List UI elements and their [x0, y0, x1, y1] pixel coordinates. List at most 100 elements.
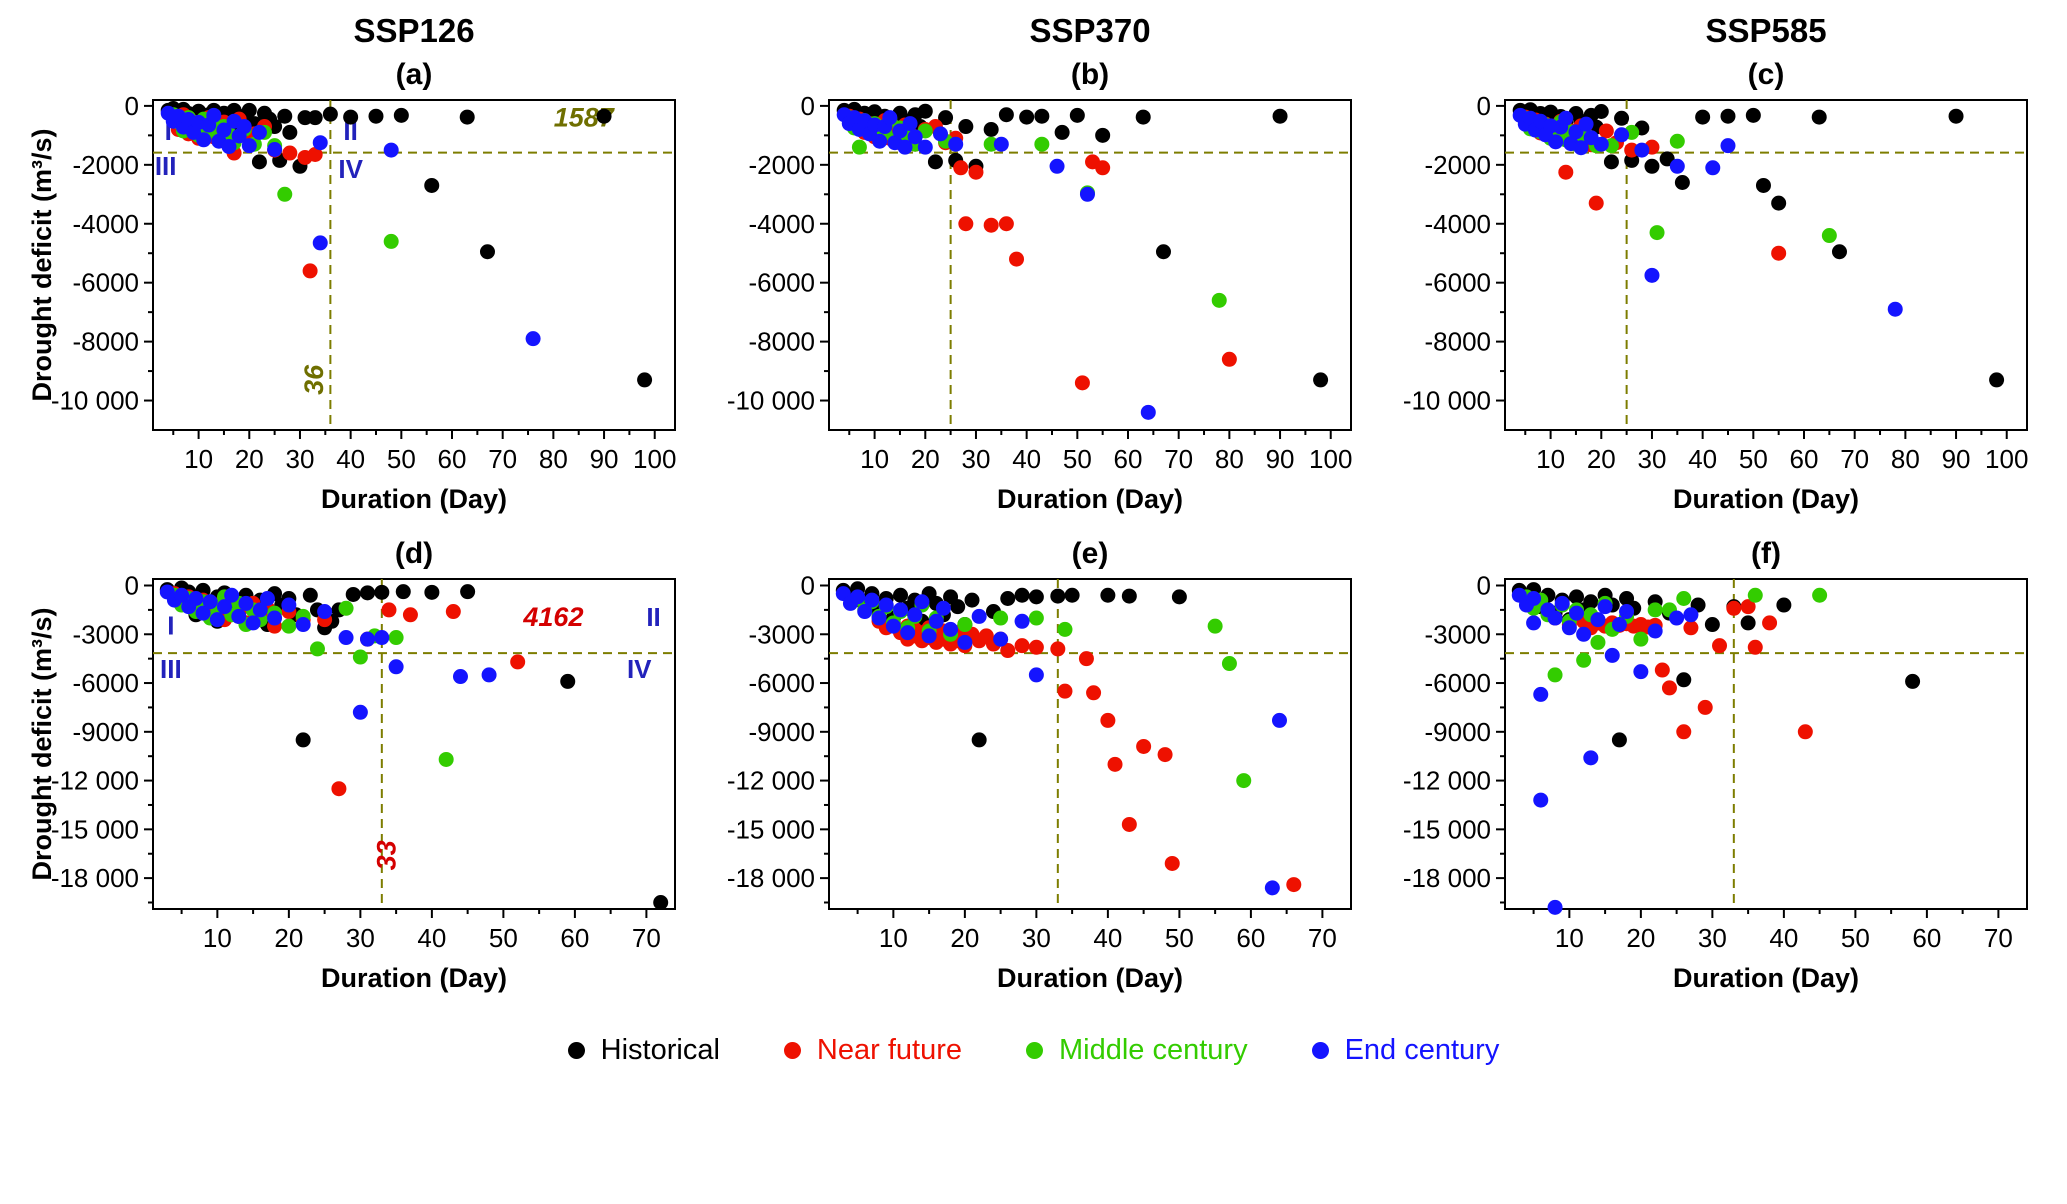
point-middle_century	[1028, 610, 1044, 626]
chart-cell-b: 10 20 30 40 50 60 70 80 90 100 0 -2000 -4000 -6000 -80…	[701, 8, 1367, 529]
point-end_century	[856, 604, 872, 620]
point-end_century	[902, 116, 918, 132]
point-near_future	[1711, 638, 1727, 654]
point-historical	[1028, 589, 1044, 605]
point-end_century	[1049, 158, 1065, 174]
point-middle_century	[1669, 133, 1685, 149]
point-end_century	[917, 139, 933, 155]
point-near_future	[999, 643, 1015, 659]
chart-cell-f: 10 20 30 40 50 60 70 0 -3000 -6000 -9000 -12 000 -15…	[1377, 535, 2043, 1008]
point-middle_century	[1207, 618, 1223, 634]
point-end_century	[1618, 604, 1634, 620]
point-end_century	[1633, 142, 1649, 158]
point-end_century	[1597, 599, 1613, 615]
y-tick-label: -3000	[72, 619, 139, 649]
chart-panel-e: 10 20 30 40 50 60 70 0 -3000 -6000 -9000 -12 000 -15…	[726, 537, 1352, 993]
point-near_future	[330, 781, 346, 797]
point-near_future	[1740, 599, 1756, 615]
point-end_century	[881, 110, 897, 126]
chart-panel-b: 10 20 30 40 50 60 70 80 90 100 0 -2000 -4000 -6000 -80…	[726, 12, 1352, 514]
y-tick-label: -4000	[1424, 209, 1491, 239]
point-middle_century	[1747, 587, 1763, 603]
point-historical	[342, 109, 358, 125]
x-tick-label: 100	[1985, 444, 2028, 474]
point-end_century	[388, 659, 404, 675]
x-tick-label: 70	[1983, 923, 2012, 953]
point-end_century	[1532, 792, 1548, 808]
point-middle_century	[1575, 652, 1591, 668]
x-tick-label: 20	[910, 444, 939, 474]
x-tick-label: 30	[1637, 444, 1666, 474]
point-historical	[359, 585, 375, 601]
y-tick-label: -9000	[72, 717, 139, 747]
x-tick-label: 20	[274, 923, 303, 953]
figure: 10 20 30 40 50 60 70 80 90 100 0 -2000 -4000 -6000 -80…	[27, 8, 2043, 1067]
x-tick-label: 30	[285, 444, 314, 474]
chart-panel-a: 10 20 30 40 50 60 70 80 90 100 0 -2000 -4000 -6000 -80…	[27, 12, 676, 514]
point-end_century	[236, 119, 252, 135]
y-tick-label: -2000	[748, 150, 815, 180]
x-tick-label: 40	[1093, 923, 1122, 953]
point-end_century	[885, 618, 901, 634]
point-near_future	[1164, 855, 1180, 871]
point-end_century	[942, 621, 958, 637]
point-historical	[1675, 672, 1691, 688]
point-historical	[1613, 110, 1629, 126]
x-tick-label: 10	[860, 444, 889, 474]
x-tick-label: 50	[1062, 444, 1091, 474]
x-axis-label: Duration (Day)	[320, 963, 506, 993]
column-title-SSP585: SSP585	[1705, 12, 1826, 49]
x-tick-label: 20	[950, 923, 979, 953]
point-historical	[1740, 615, 1756, 631]
x-tick-label: 90	[589, 444, 618, 474]
point-near_future	[1654, 662, 1670, 678]
point-end_century	[187, 591, 203, 607]
point-end_century	[928, 613, 944, 629]
point-end_century	[871, 610, 887, 626]
point-historical	[1611, 732, 1627, 748]
point-historical	[957, 119, 973, 135]
annotation-36: 36	[298, 364, 328, 395]
y-tick-label: -15 000	[726, 814, 814, 844]
x-tick-label: 40	[1012, 444, 1041, 474]
point-end_century	[1593, 136, 1609, 152]
point-end_century	[1264, 880, 1280, 896]
panel-label-b: (b)	[1070, 58, 1108, 91]
point-end_century	[338, 630, 354, 646]
point-near_future	[1014, 638, 1030, 654]
chart-cell-e: 10 20 30 40 50 60 70 0 -3000 -6000 -9000 -12 000 -15…	[701, 535, 1367, 1008]
point-end_century	[252, 602, 268, 618]
x-tick-label: 30	[961, 444, 990, 474]
x-tick-label: 80	[1890, 444, 1919, 474]
chart-panel-c: 10 20 30 40 50 60 70 80 90 100 0 -2000 -4000 -6000 -80…	[1402, 12, 2028, 514]
point-end_century	[932, 126, 948, 142]
legend-item-middle_century: Middle century	[1025, 1034, 1248, 1067]
series-end_century	[159, 584, 497, 720]
x-tick-label: 40	[1769, 923, 1798, 953]
y-tick-label: -6000	[748, 668, 815, 698]
point-end_century	[849, 589, 865, 605]
series-end_century	[1511, 587, 1698, 915]
point-historical	[251, 154, 267, 170]
point-end_century	[1632, 664, 1648, 680]
point-historical	[459, 584, 475, 600]
y-tick-label: -2000	[1424, 150, 1491, 180]
point-near_future	[952, 160, 968, 176]
chart-cell-c: 10 20 30 40 50 60 70 80 90 100 0 -2000 -4000 -6000 -80…	[1377, 8, 2043, 529]
point-historical	[1811, 109, 1827, 125]
point-middle_century	[438, 751, 454, 767]
point-end_century	[1525, 591, 1541, 607]
x-tick-label: 10	[202, 923, 231, 953]
point-near_future	[998, 216, 1014, 232]
y-tick-label: 0	[124, 571, 138, 601]
point-end_century	[1271, 712, 1287, 728]
point-middle_century	[388, 630, 404, 646]
plot-frame	[151, 578, 676, 910]
point-middle_century	[352, 649, 368, 665]
y-tick-label: 0	[800, 571, 814, 601]
point-end_century	[1582, 750, 1598, 766]
x-tick-label: 100	[633, 444, 676, 474]
point-near_future	[1797, 724, 1813, 740]
point-end_century	[863, 592, 879, 608]
y-tick-label: -6000	[1424, 668, 1491, 698]
